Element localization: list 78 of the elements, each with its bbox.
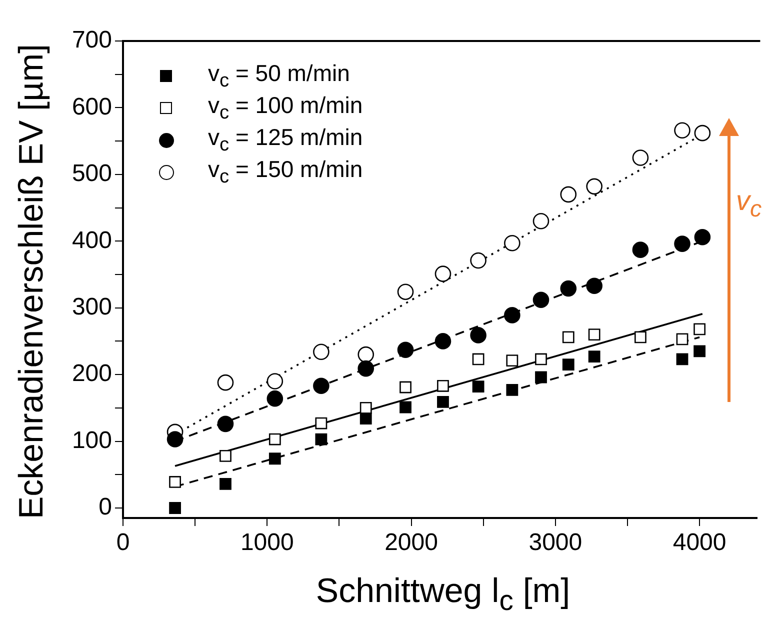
point bbox=[472, 353, 484, 366]
point bbox=[268, 433, 281, 446]
point bbox=[217, 416, 234, 432]
legend-label: v$_{c}$ = 50 m/min bbox=[208, 60, 350, 92]
point bbox=[472, 380, 484, 393]
point bbox=[397, 284, 414, 300]
point bbox=[504, 307, 520, 324]
point bbox=[694, 124, 711, 142]
point bbox=[437, 396, 449, 408]
point bbox=[217, 374, 234, 391]
point bbox=[315, 433, 328, 446]
point bbox=[434, 266, 452, 282]
point bbox=[586, 178, 602, 195]
point bbox=[588, 350, 600, 363]
point bbox=[220, 450, 232, 462]
point bbox=[560, 280, 577, 297]
x-tick-label: 4000 bbox=[672, 529, 726, 556]
annotation: v$_{c}$ bbox=[736, 185, 762, 223]
x-tick-label: 0 bbox=[116, 529, 130, 556]
point bbox=[588, 328, 600, 340]
point bbox=[532, 292, 550, 308]
point bbox=[632, 150, 649, 166]
point bbox=[535, 353, 547, 366]
point bbox=[220, 478, 232, 490]
point bbox=[532, 212, 550, 230]
x-tick-label: 2000 bbox=[384, 529, 438, 556]
point bbox=[634, 331, 646, 344]
point bbox=[169, 502, 181, 514]
point bbox=[315, 417, 328, 430]
point bbox=[586, 278, 602, 294]
x-tick-label: 3000 bbox=[528, 529, 582, 556]
point bbox=[504, 234, 520, 252]
point bbox=[400, 381, 412, 394]
point bbox=[560, 186, 577, 203]
point bbox=[169, 476, 181, 488]
point bbox=[360, 402, 372, 414]
point bbox=[562, 331, 574, 344]
point bbox=[694, 345, 706, 358]
point bbox=[674, 236, 690, 252]
point bbox=[266, 373, 284, 390]
point bbox=[535, 371, 547, 384]
point bbox=[506, 354, 518, 367]
point bbox=[676, 333, 688, 346]
point bbox=[268, 452, 281, 465]
point bbox=[676, 353, 688, 366]
point bbox=[166, 431, 184, 448]
point bbox=[360, 412, 372, 425]
point bbox=[400, 401, 412, 414]
y-tick-label: 0 bbox=[98, 494, 112, 521]
x-tick-label: 1000 bbox=[240, 529, 294, 556]
point bbox=[470, 327, 486, 344]
point bbox=[694, 323, 706, 336]
y-tick-label: 700 bbox=[72, 26, 112, 54]
point bbox=[434, 333, 452, 350]
legend-label: v$_{c}$ = 150 m/min bbox=[208, 156, 363, 188]
point bbox=[470, 252, 486, 269]
point bbox=[266, 390, 284, 407]
point bbox=[397, 342, 414, 358]
point bbox=[313, 378, 330, 394]
point bbox=[358, 360, 374, 377]
point bbox=[358, 346, 374, 363]
point bbox=[674, 122, 690, 139]
point bbox=[313, 344, 330, 360]
point bbox=[437, 380, 449, 392]
point bbox=[506, 384, 518, 396]
y-tick-label: 200 bbox=[72, 360, 112, 388]
y-tick-label: 600 bbox=[72, 93, 112, 120]
y-axis-title: Eckenradienverschleiß EV [µm] bbox=[12, 43, 52, 521]
y-tick-label: 300 bbox=[72, 293, 112, 320]
point bbox=[632, 242, 649, 258]
y-tick-label: 100 bbox=[72, 426, 112, 454]
y-tick-label: 400 bbox=[72, 226, 112, 254]
y-tick-label: 500 bbox=[72, 160, 112, 188]
legend-label: v$_{c}$ = 125 m/min bbox=[208, 124, 363, 156]
point bbox=[562, 358, 574, 371]
point bbox=[694, 228, 711, 246]
legend-label: v$_{c}$ = 100 m/min bbox=[208, 92, 363, 124]
x-axis-title: Schnittweg l$_{c}$ [m] bbox=[314, 572, 572, 618]
